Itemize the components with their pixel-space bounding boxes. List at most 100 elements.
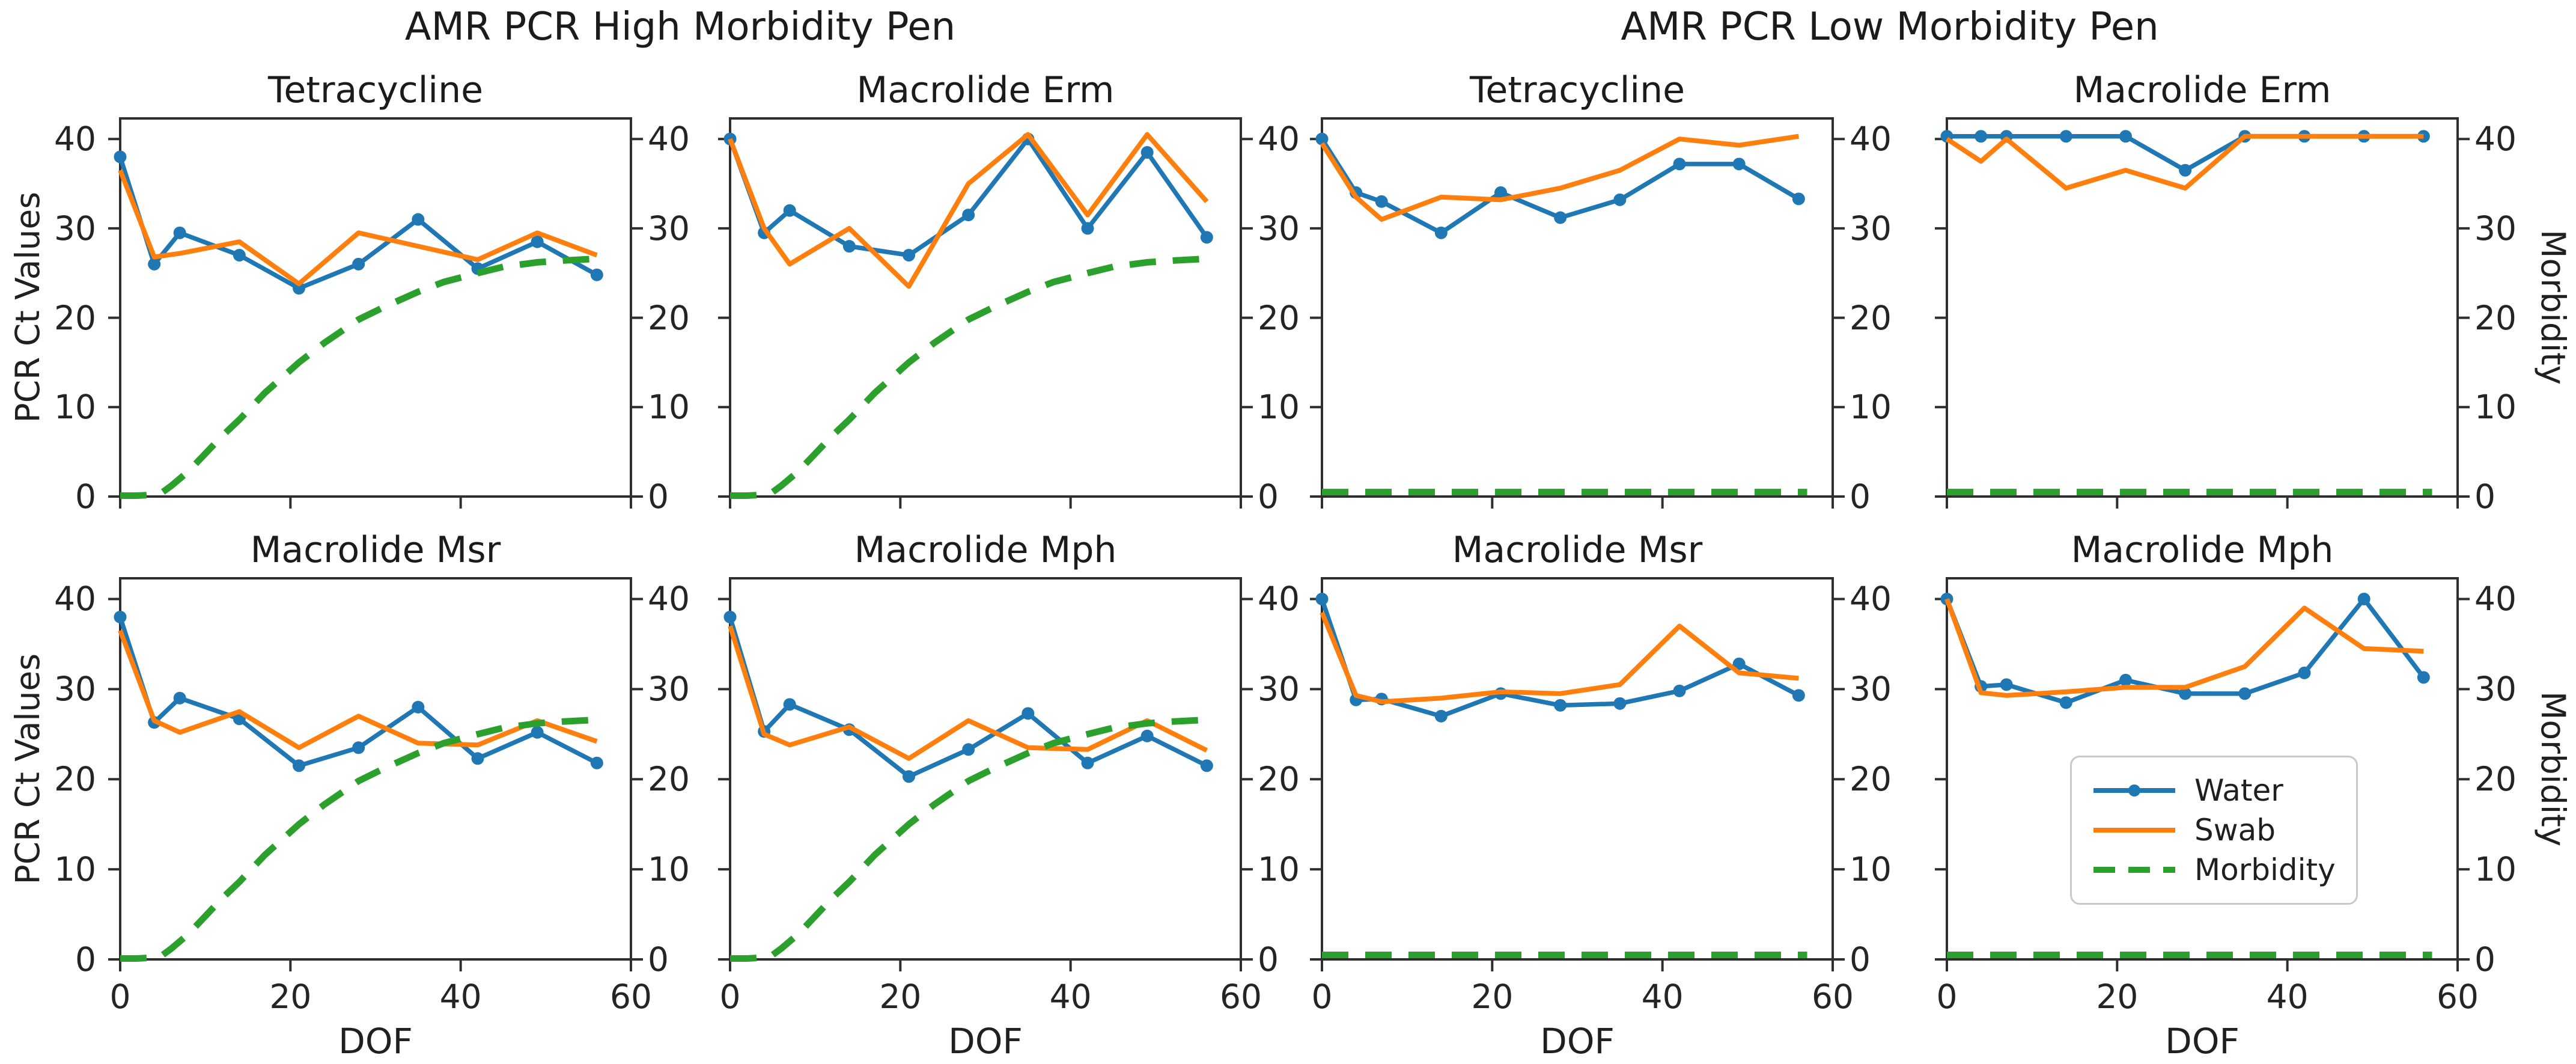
y-tick-label-right: 20 (648, 298, 690, 337)
y-tick-label-right: 20 (1258, 760, 1300, 799)
y-tick-label-left: 30 (54, 209, 96, 248)
water-marker (1494, 186, 1507, 199)
y-axis-label-morbidity: Morbidity (2534, 578, 2572, 959)
y-axis-label-pcr-ct-values: PCR Ct Values (8, 578, 47, 959)
morbidity-line (730, 716, 1207, 962)
water-marker (2179, 687, 2192, 700)
y-tick-label-right: 20 (1850, 760, 1892, 799)
water-marker (723, 610, 737, 623)
y-tick-label-left: 10 (54, 850, 96, 889)
y-tick-label-right: 0 (1258, 477, 1279, 516)
y-tick-label-right: 10 (1258, 850, 1300, 889)
water-marker (1434, 709, 1448, 723)
y-tick-label-right: 40 (1850, 120, 1892, 159)
water-marker (352, 257, 365, 271)
y-tick-label-left: 0 (75, 477, 96, 516)
water-marker (2119, 673, 2132, 686)
water-marker (590, 268, 603, 281)
water-marker (2000, 678, 2013, 691)
plot-area-high-macrolide-mph (718, 577, 1253, 971)
y-axis-label-pcr-text: PCR Ct Values (8, 653, 47, 885)
water-marker (1673, 157, 1686, 171)
legend-sample-swab (2093, 828, 2175, 833)
y-tick-label-right: 40 (648, 120, 690, 159)
water-marker (590, 756, 603, 769)
subplot-high-macrolide-mph: Macrolide Mph 0 10 20 30 40 0 20 40 60 DOF (718, 529, 1300, 1062)
legend-item-morbidity: Morbidity (2092, 850, 2336, 890)
y-tick-label-right: 30 (2474, 209, 2517, 248)
y-tick-label-right: 40 (2474, 579, 2517, 619)
y-tick-label-left: 0 (75, 940, 96, 979)
water-marker (2417, 671, 2430, 684)
y-tick-label-right: 10 (2474, 388, 2517, 427)
x-tick-label: 20 (879, 977, 922, 1016)
water-marker (1200, 231, 1213, 244)
water-marker (1613, 193, 1627, 206)
y-tick-label-right: 10 (1850, 850, 1892, 889)
water-marker (1975, 130, 1988, 143)
subplot-title-high-tetracycline: Tetracycline (267, 69, 484, 111)
water-marker (1732, 157, 1746, 171)
plot-area-low-tetracycline (1310, 117, 1845, 509)
water-marker (1315, 592, 1329, 605)
water-marker (412, 700, 425, 714)
axes-spines (1321, 577, 1834, 961)
swab-line (118, 169, 598, 287)
suptitle-low-morbidity-pen: AMR PCR Low Morbidity Pen (1621, 5, 2159, 49)
subplot-title-high-macrolide-msr: Macrolide Msr (250, 529, 501, 571)
water-marker (233, 249, 246, 262)
subplot-high-macrolide-erm: Macrolide Erm 0 10 20 30 40 (718, 69, 1300, 516)
water-marker (962, 209, 975, 222)
morbidity-line (120, 255, 597, 500)
y-tick-label-right: 0 (648, 477, 669, 516)
subplot-low-macrolide-mph: Macrolide Mph 0 10 20 30 40 0 20 40 60 DOF Water Swa… (1935, 529, 2517, 1062)
water-marker (1792, 192, 1805, 206)
x-tick-label: 60 (2437, 977, 2479, 1016)
y-axis-label-morbidity: Morbidity (2534, 118, 2572, 497)
plot-area-low-macrolide-msr (1310, 577, 1845, 971)
legend-box: Water Swab Morbidity (2070, 756, 2358, 905)
y-tick-label-left: 20 (54, 760, 96, 799)
y-axis-label-morbidity-text: Morbidity (2534, 230, 2572, 385)
axes-spines (119, 577, 632, 961)
subplot-title-low-macrolide-erm: Macrolide Erm (2073, 69, 2331, 111)
axes-spines (729, 577, 1242, 961)
water-marker (173, 691, 186, 705)
swab-line (728, 625, 1208, 761)
subplot-title-high-macrolide-erm: Macrolide Erm (856, 69, 1115, 111)
subplot-high-macrolide-msr: Macrolide Msr 0 10 20 30 40 0 10 20 30 40 0 20 40 60 DO… (54, 529, 690, 1062)
swab-line (728, 132, 1209, 289)
y-tick-label-right: 20 (1850, 298, 1892, 337)
x-tick-label: 60 (610, 977, 652, 1016)
water-marker (1554, 211, 1567, 224)
water-marker (783, 698, 796, 711)
legend-label: Water (2194, 773, 2283, 808)
water-marker (531, 726, 544, 739)
y-tick-label-right: 10 (648, 850, 690, 889)
water-marker (293, 759, 305, 772)
x-axis-label-dof: DOF (1540, 1021, 1615, 1062)
x-tick-label: 40 (2266, 977, 2309, 1016)
swab-line (1320, 133, 1799, 222)
water-marker (1613, 697, 1627, 710)
water-marker (783, 204, 796, 217)
x-axis-label-dof: DOF (2165, 1021, 2240, 1062)
y-tick-label-right: 40 (1258, 120, 1300, 159)
y-tick-label-right: 20 (2474, 760, 2517, 799)
subplot-title-low-macrolide-msr: Macrolide Msr (1452, 529, 1703, 571)
y-tick-label-right: 0 (2474, 940, 2495, 979)
y-tick-label-right: 0 (2474, 477, 2495, 516)
legend-label: Swab (2194, 813, 2276, 848)
water-marker (2119, 130, 2132, 143)
x-tick-label: 20 (1471, 977, 1514, 1016)
morbidity-line (120, 716, 597, 962)
y-tick-label-right: 20 (648, 760, 690, 799)
water-line (728, 616, 1208, 779)
y-tick-label-right: 30 (648, 670, 690, 709)
x-axis-label-dof: DOF (338, 1021, 413, 1062)
plot-area-high-tetracycline (108, 117, 643, 509)
axes-spines (729, 117, 1242, 498)
suptitle-high-morbidity-pen: AMR PCR High Morbidity Pen (404, 5, 956, 49)
plot-area-high-macrolide-msr (108, 577, 643, 971)
